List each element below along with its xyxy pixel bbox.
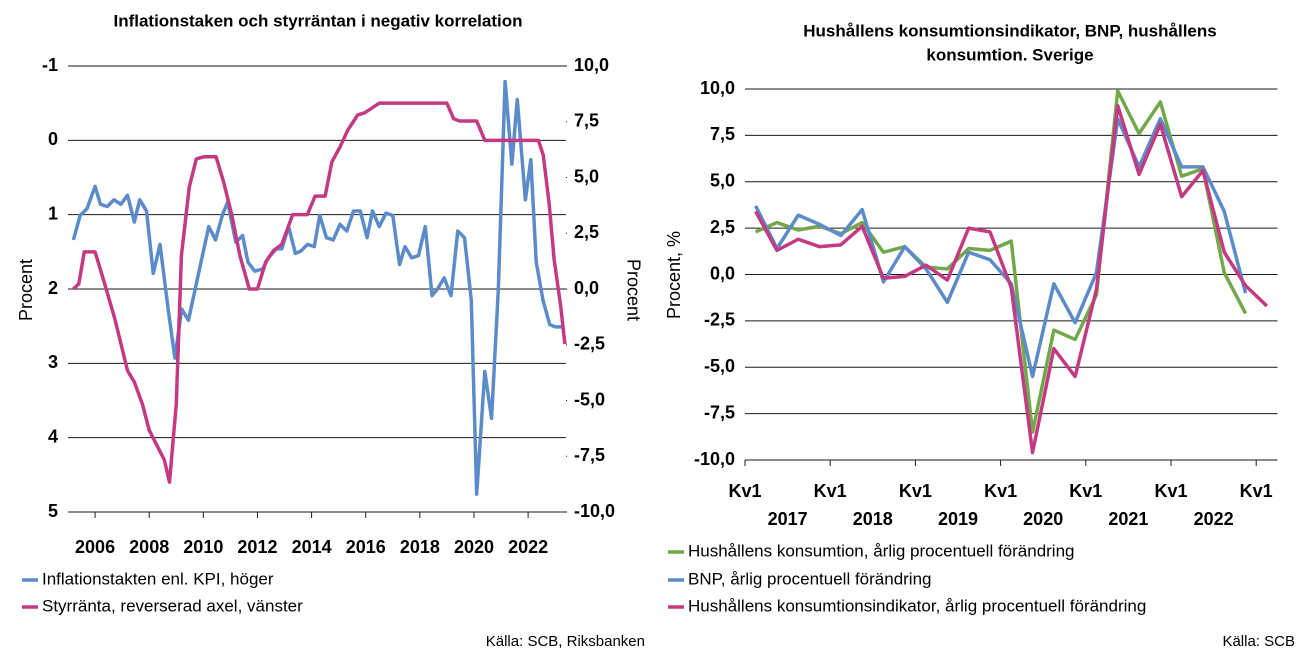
x-tick-label: Kv1: [984, 481, 1017, 501]
y-tick-label: 4: [48, 426, 58, 446]
y-tick-label: 2: [48, 278, 58, 298]
y-tick-label: 10,0: [700, 78, 735, 98]
legend-label: Styrränta, reverserad axel, vänster: [42, 596, 303, 615]
y-axis-label: Procent: [16, 259, 36, 321]
legend-label: BNP, årlig procentuell förändring: [688, 569, 932, 588]
y-tick-label: -7,5: [704, 402, 735, 422]
chart-title: konsumtion. Sverige: [926, 45, 1093, 64]
source-note: Källa: SCB: [1222, 633, 1295, 650]
x-tick-label: 2012: [237, 537, 277, 557]
source-note: Källa: SCB, Riksbanken: [486, 633, 645, 650]
x-group-label: 2022: [1194, 509, 1234, 529]
y-tick-label: 2,5: [710, 217, 735, 237]
x-tick-label: 2014: [292, 537, 332, 557]
y2-tick-label: 5,0: [574, 166, 599, 186]
y-tick-label: -10,0: [694, 449, 735, 469]
chart-title: Inflationstaken och styrräntan i negativ…: [113, 11, 522, 30]
y-tick-label: -2,5: [704, 310, 735, 330]
x-tick-label: Kv1: [1154, 481, 1187, 501]
y-tick-label: 5: [48, 501, 58, 521]
x-tick-label: 2006: [75, 537, 115, 557]
data-line: [754, 103, 1269, 455]
data-line: [71, 79, 564, 496]
y2-tick-label: -10,0: [574, 501, 615, 521]
x-tick-label: Kv1: [1240, 481, 1273, 501]
x-tick-label: Kv1: [728, 481, 761, 501]
y-tick-label: 5,0: [710, 171, 735, 191]
x-group-label: 2017: [768, 509, 808, 529]
chart-title: Hushållens konsumtionsindikator, BNP, hu…: [803, 21, 1216, 40]
x-group-label: 2019: [938, 509, 978, 529]
x-tick-label: 2016: [346, 537, 386, 557]
y2-tick-label: 10,0: [574, 55, 609, 75]
legend-label: Hushållens konsumtionsindikator, årlig p…: [688, 596, 1146, 615]
y2-tick-label: 2,5: [574, 222, 599, 242]
y-tick-label: 3: [48, 352, 58, 372]
y2-tick-label: -5,0: [574, 389, 605, 409]
legend-label: Inflationstakten enl. KPI, höger: [42, 569, 274, 588]
x-group-label: 2021: [1108, 509, 1148, 529]
y-tick-label: 7,5: [710, 124, 735, 144]
y-tick-label: 0,0: [710, 263, 735, 283]
y-tick-label: 1: [48, 203, 58, 223]
x-group-label: 2018: [853, 509, 893, 529]
x-group-label: 2020: [1023, 509, 1063, 529]
data-line: [72, 101, 567, 485]
x-tick-label: Kv1: [1069, 481, 1102, 501]
y2-tick-label: 7,5: [574, 111, 599, 131]
y-tick-label: -5,0: [704, 356, 735, 376]
x-tick-label: 2022: [508, 537, 548, 557]
y-tick-label: 0: [48, 129, 58, 149]
x-tick-label: 2020: [454, 537, 494, 557]
y2-axis-label: Procent: [623, 259, 643, 321]
data-line: [754, 116, 1248, 379]
y-tick-label: -1: [42, 55, 58, 75]
legend-label: Hushållens konsumtion, årlig procentuell…: [688, 541, 1075, 560]
y-axis-label: Procent, %: [664, 231, 684, 319]
x-tick-label: Kv1: [899, 481, 932, 501]
x-tick-label: 2008: [129, 537, 169, 557]
x-tick-label: Kv1: [814, 481, 847, 501]
x-tick-label: 2010: [183, 537, 223, 557]
y2-tick-label: -7,5: [574, 445, 605, 465]
y2-tick-label: -2,5: [574, 334, 605, 354]
y2-tick-label: 0,0: [574, 278, 599, 298]
x-tick-label: 2018: [400, 537, 440, 557]
